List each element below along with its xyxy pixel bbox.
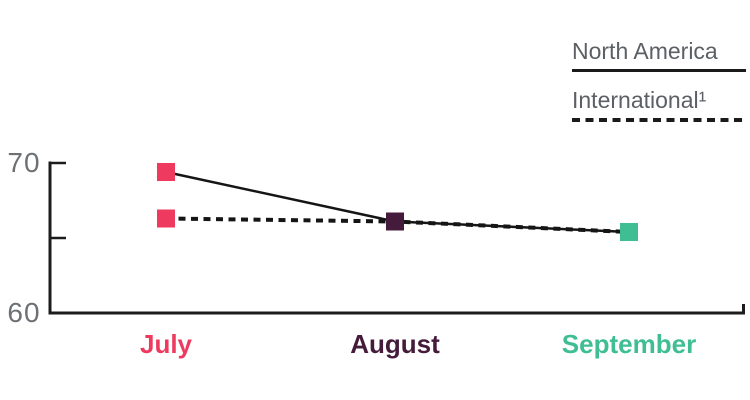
x-axis-label-august: August [350,329,440,359]
solid-line-swatch [572,69,746,72]
dashed-line-swatch [572,118,746,122]
legend: North America International¹ [572,38,746,122]
x-axis-label-september: September [561,329,697,359]
legend-label-international: International¹ [572,87,707,113]
legend-entry-north-america: North America [572,38,746,72]
y-axis-label-60: 60 [7,297,41,328]
legend-label-north-america: North America [572,38,718,64]
y-axis-label-70: 70 [7,147,41,178]
legend-entry-international: International¹ [572,87,746,122]
x-axis-label-july: July [139,329,193,359]
